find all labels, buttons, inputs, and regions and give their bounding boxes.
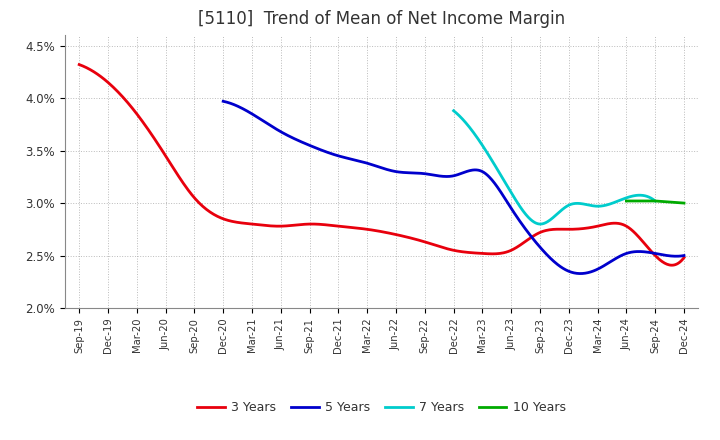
5 Years: [576, 271, 585, 276]
10 Years: [622, 198, 631, 204]
10 Years: [680, 201, 688, 206]
5 Years: [493, 184, 502, 190]
5 Years: [680, 253, 688, 258]
5 Years: [468, 168, 477, 173]
5 Years: [598, 264, 606, 270]
3 Years: [680, 255, 688, 260]
Legend: 3 Years, 5 Years, 7 Years, 10 Years: 3 Years, 5 Years, 7 Years, 10 Years: [192, 396, 571, 419]
3 Years: [570, 227, 579, 232]
3 Years: [667, 263, 676, 268]
3 Years: [75, 62, 84, 67]
10 Years: [651, 198, 660, 204]
3 Years: [665, 262, 674, 268]
3 Years: [402, 235, 411, 240]
3 Years: [435, 244, 444, 249]
7 Years: [546, 217, 554, 223]
7 Years: [559, 206, 567, 212]
7 Years: [615, 198, 624, 203]
7 Years: [546, 216, 555, 222]
5 Years: [441, 174, 449, 179]
3 Years: [366, 227, 374, 232]
Title: [5110]  Trend of Mean of Net Income Margin: [5110] Trend of Mean of Net Income Margi…: [198, 10, 565, 28]
5 Years: [438, 174, 446, 179]
7 Years: [570, 201, 578, 206]
7 Years: [449, 108, 458, 114]
3 Years: [362, 227, 371, 232]
5 Years: [219, 99, 228, 104]
Line: 5 Years: 5 Years: [223, 101, 684, 274]
Line: 10 Years: 10 Years: [626, 201, 684, 203]
7 Years: [647, 195, 655, 201]
Line: 7 Years: 7 Years: [454, 111, 655, 224]
5 Years: [670, 253, 678, 259]
7 Years: [651, 198, 660, 204]
Line: 3 Years: 3 Years: [79, 65, 684, 265]
7 Years: [536, 221, 545, 227]
